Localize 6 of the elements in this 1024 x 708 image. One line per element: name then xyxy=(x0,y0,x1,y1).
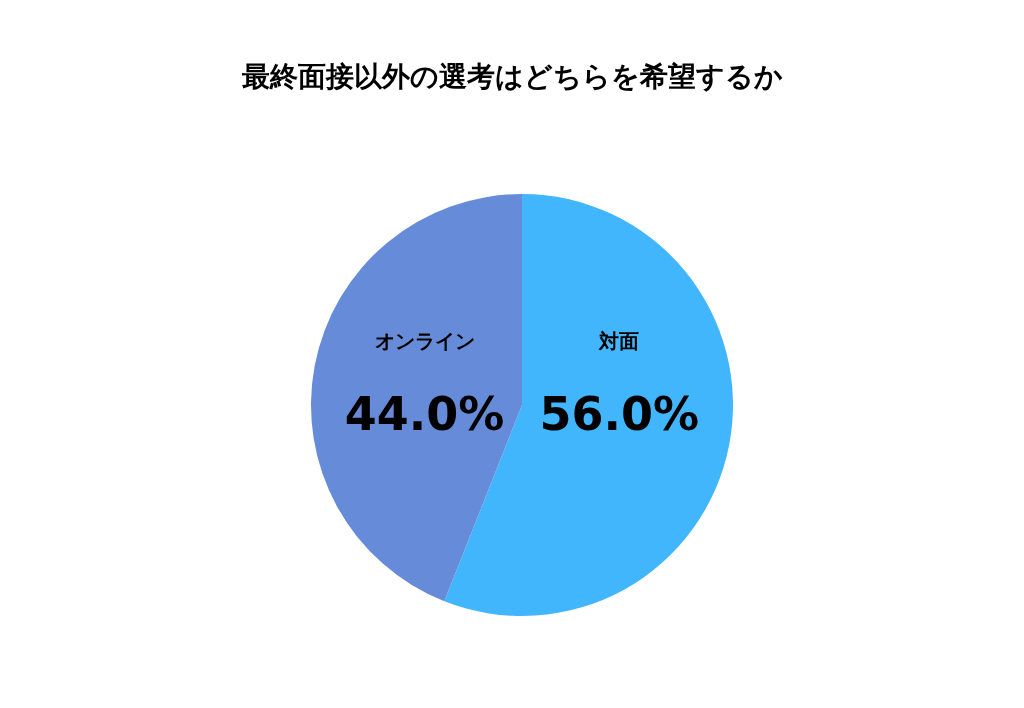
slice-label: オンライン xyxy=(374,329,475,353)
slice-label: 対面 xyxy=(598,329,640,353)
data-label: 44.0% xyxy=(344,387,505,441)
chart-title: 最終面接以外の選考はどちらを希望するか xyxy=(240,60,783,93)
data-label: 56.0% xyxy=(539,387,700,441)
pie-slice xyxy=(311,194,522,602)
